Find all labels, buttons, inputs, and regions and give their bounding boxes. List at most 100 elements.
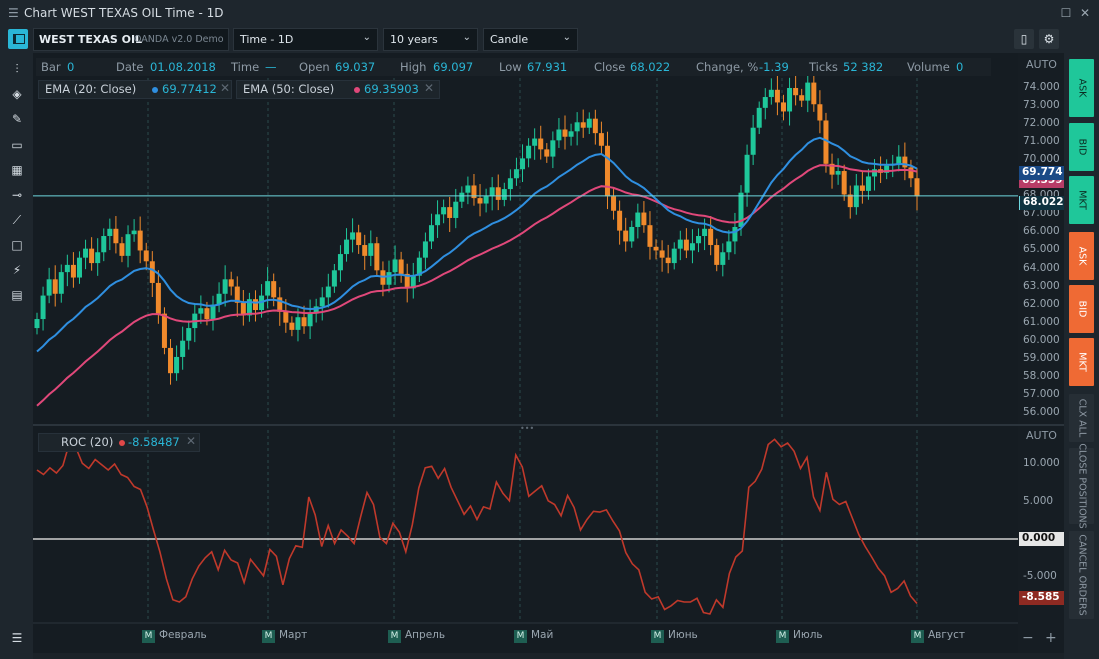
- range-select[interactable]: 10 years ⌄: [383, 28, 478, 51]
- candle-body: [653, 246, 659, 251]
- indicators-icon[interactable]: ⫶: [15, 62, 19, 76]
- candle-body: [295, 317, 301, 330]
- candle-body: [398, 259, 404, 274]
- price-axis[interactable]: [1018, 53, 1064, 653]
- close-icon[interactable]: ✕: [1079, 6, 1091, 20]
- candle-body: [344, 239, 350, 255]
- candle-body: [447, 207, 453, 218]
- cancel-orders-button[interactable]: CANCEL ORDERS: [1069, 531, 1094, 619]
- mkt-button[interactable]: MKT: [1069, 176, 1094, 224]
- bid-button[interactable]: BID: [1069, 123, 1094, 171]
- panel-toggle-icon[interactable]: [8, 29, 28, 49]
- bid-sell-button[interactable]: BID: [1069, 285, 1094, 333]
- ema20-value: 69.77412: [162, 82, 217, 96]
- window-menu-icon[interactable]: ☰: [8, 6, 19, 20]
- layers-icon[interactable]: ◈: [12, 87, 22, 101]
- candle-body: [459, 192, 465, 202]
- candle-body: [641, 212, 647, 226]
- candle-body: [350, 232, 356, 240]
- month-name: Февраль: [159, 629, 207, 641]
- clx-all-button[interactable]: CLX ALL: [1069, 394, 1094, 442]
- month-marker-icon: M: [142, 630, 155, 643]
- range-value: 10 years: [390, 33, 438, 46]
- candle-body: [513, 169, 519, 179]
- roc-legend[interactable]: ROC (20) -8.58487 ✕: [38, 433, 200, 452]
- mouse-mode-icon[interactable]: ▯: [1014, 29, 1034, 49]
- ema20-legend[interactable]: EMA (20: Close) 69.77412 ✕: [38, 80, 232, 99]
- grid-icon[interactable]: ▦: [11, 163, 23, 177]
- month-name: Август: [928, 629, 965, 641]
- candle-body: [750, 127, 756, 155]
- pencil-icon[interactable]: ✎: [11, 112, 23, 126]
- candle-body: [598, 133, 604, 146]
- candle-body: [629, 226, 635, 242]
- candle-body: [137, 230, 143, 251]
- candle-body: [787, 88, 793, 112]
- roc-tick-label: -5.000: [1023, 569, 1057, 582]
- roc-auto-scale[interactable]: AUTO: [1026, 429, 1057, 442]
- roc-zero-tag: 0.000: [1019, 532, 1064, 546]
- month-marker-icon: M: [514, 630, 527, 643]
- candle-body: [465, 185, 471, 193]
- high-label: High: [400, 60, 427, 74]
- price-tick-label: 71.000: [1023, 135, 1060, 148]
- price-auto-scale[interactable]: AUTO: [1026, 58, 1057, 71]
- list-icon[interactable]: ☰: [11, 631, 23, 645]
- candle-body: [107, 228, 113, 237]
- mkt-sell-button[interactable]: MKT: [1069, 338, 1094, 386]
- close-icon[interactable]: ✕: [424, 81, 435, 95]
- close-icon[interactable]: ✕: [220, 81, 231, 95]
- close-positions-button[interactable]: CLOSE POSITIONS: [1069, 443, 1094, 529]
- candle-body: [647, 225, 653, 247]
- chart-area[interactable]: [33, 53, 1018, 653]
- candle-body: [435, 214, 441, 226]
- candle-body: [83, 248, 89, 258]
- change-label: Change, %: [696, 60, 759, 74]
- rectangle-icon[interactable]: □: [11, 238, 23, 252]
- horizontal-line-icon[interactable]: ⊸: [11, 188, 23, 202]
- roc-value: -8.58487: [128, 435, 180, 449]
- candle-body: [240, 302, 246, 316]
- close-icon[interactable]: ✕: [186, 434, 197, 448]
- symbol-selector[interactable]: WEST TEXAS OIL OANDA v2.0 Demo: [33, 28, 229, 51]
- candle-body: [186, 328, 192, 341]
- templates-icon[interactable]: ▤: [11, 288, 23, 302]
- candle-body: [659, 250, 665, 258]
- date-value: 01.08.2018: [150, 60, 216, 74]
- trend-line-icon[interactable]: ⟋: [12, 213, 22, 227]
- clx-all-label: CLX ALL: [1076, 398, 1087, 438]
- bar-value: 0: [67, 60, 75, 74]
- candle-body: [161, 313, 167, 348]
- ema50-value: 69.35903: [364, 82, 419, 96]
- candle-body: [793, 88, 799, 96]
- zoom-out-icon[interactable]: −: [1022, 630, 1034, 646]
- bid-sell-label: BID: [1076, 300, 1087, 318]
- candle-body: [671, 248, 677, 264]
- ask-sell-button[interactable]: ASK: [1069, 232, 1094, 280]
- candle-body: [683, 239, 689, 251]
- pane-resize-handle[interactable]: •••: [520, 424, 535, 433]
- ruler-icon[interactable]: ▭: [11, 138, 23, 152]
- zoom-in-icon[interactable]: +: [1045, 630, 1057, 646]
- candle-body: [428, 225, 434, 242]
- maximize-icon[interactable]: ☐: [1060, 6, 1072, 20]
- month-label: M Июль: [776, 629, 823, 643]
- ema50-legend[interactable]: EMA (50: Close) 69.35903 ✕: [236, 80, 440, 99]
- chart-type-select[interactable]: Candle ⌄: [483, 28, 578, 51]
- timeframe-select[interactable]: Time - 1D ⌄: [233, 28, 378, 51]
- candle-body: [119, 243, 125, 256]
- candle-body: [520, 158, 526, 170]
- candle-body: [374, 243, 380, 271]
- fibonacci-icon[interactable]: ⚡: [12, 263, 22, 277]
- candle-body: [665, 257, 671, 264]
- ema20-price-tag: 69.774: [1019, 166, 1064, 180]
- candle-body: [356, 232, 362, 246]
- ema20-line: [36, 136, 918, 353]
- candle-body: [301, 317, 307, 327]
- candle-body: [902, 156, 908, 168]
- candle-body: [859, 185, 865, 191]
- gear-icon[interactable]: ⚙: [1039, 29, 1059, 49]
- ask-button[interactable]: ASK: [1069, 59, 1094, 117]
- candle-body: [732, 226, 738, 242]
